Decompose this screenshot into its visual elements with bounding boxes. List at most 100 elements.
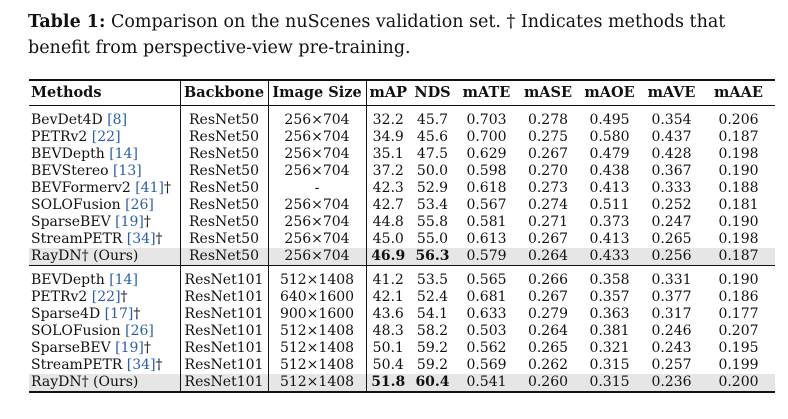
cell-image-size: 512×1408 — [267, 323, 367, 340]
cell-map: 32.2 — [372, 112, 404, 128]
cell-mate: 0.681 — [466, 289, 507, 305]
table-row: SparseBEV [19]† ResNet101 512×1408 50.1 59.2… — [29, 340, 775, 357]
citation-link[interactable]: [14] — [109, 146, 138, 162]
citation-link[interactable]: [26] — [125, 323, 154, 339]
caption-text: Comparison on the nuScenes validation se… — [28, 12, 726, 58]
header-map: mAP — [369, 84, 408, 101]
cell-mase: 0.265 — [527, 340, 569, 356]
cell-image-size: 256×704 — [267, 112, 367, 129]
cell-method: SparseBEV [19]† — [29, 340, 180, 357]
cell-mave: 0.243 — [651, 340, 692, 356]
method-name: StreamPETR — [31, 231, 127, 247]
dagger-mark: † — [155, 357, 163, 373]
cell-image-size: 256×704 — [267, 146, 367, 163]
citation-link[interactable]: [22] — [91, 289, 121, 305]
citation-link[interactable]: [13] — [112, 163, 142, 179]
cell-mave: 0.333 — [651, 180, 692, 196]
cell-maoe: 0.580 — [589, 129, 630, 145]
cell-method: BEVFormerv2 [41]† — [29, 180, 180, 197]
cell-mave: 0.354 — [651, 112, 692, 128]
caption-label: Table 1: — [28, 12, 106, 32]
cell-mate: 0.569 — [466, 357, 507, 373]
cell-mate: 0.629 — [466, 146, 507, 162]
citation-link[interactable]: [34] — [126, 357, 156, 373]
method-name: SparseBEV — [31, 214, 116, 230]
cell-maoe: 0.495 — [589, 112, 630, 128]
cell-map: 34.9 — [372, 129, 404, 145]
cell-nds: 55.8 — [416, 214, 449, 230]
table-row: BEVDepth [14] ResNet101 512×1408 41.2 53.5 0.… — [29, 272, 775, 289]
dagger-mark: † — [143, 214, 151, 230]
cell-maoe: 0.438 — [589, 163, 630, 179]
table-row: StreamPETR [34]† ResNet101 512×1408 50.4 59.… — [29, 357, 775, 374]
citation-link[interactable]: [26] — [125, 197, 154, 213]
cell-backbone: ResNet50 — [179, 197, 268, 214]
cell-mave: 0.257 — [651, 357, 692, 373]
citation-link[interactable]: [34] — [126, 231, 156, 247]
citation-link[interactable]: [14] — [109, 272, 138, 288]
group-spacer — [29, 105, 775, 112]
cell-map: 44.8 — [372, 214, 404, 230]
header-methods: Methods — [31, 84, 102, 101]
cell-maae: 0.190 — [718, 272, 759, 288]
cell-image-size: 256×704 — [267, 214, 367, 231]
cell-method: BEVDepth [14] — [29, 146, 180, 163]
cell-maae: 0.198 — [718, 231, 759, 247]
cell-backbone: ResNet50 — [179, 163, 268, 180]
citation-link[interactable]: [19] — [115, 214, 144, 230]
cell-maae: 0.187 — [702, 248, 775, 266]
cell-backbone: ResNet50 — [179, 231, 268, 248]
cell-nds: 53.4 — [416, 197, 449, 213]
citation-link[interactable]: [19] — [115, 340, 144, 356]
cell-maoe: 0.373 — [589, 214, 630, 230]
cell-map: 41.2 — [372, 272, 404, 288]
cell-mase: 0.273 — [527, 180, 569, 196]
citation-link[interactable]: [17] — [104, 306, 134, 322]
cell-backbone: ResNet101 — [179, 272, 268, 289]
method-name: Sparse4D — [31, 306, 105, 322]
table-body: BevDet4D [8] ResNet50 256×704 32.2 45.7 0.703… — [29, 105, 775, 392]
cell-mase: 0.278 — [527, 112, 569, 128]
cell-method: SOLOFusion [26] — [29, 197, 180, 214]
citation-link[interactable]: [8] — [107, 112, 128, 128]
cell-mate: 0.565 — [466, 272, 507, 288]
method-name: BEVStereo — [31, 163, 113, 179]
cell-nds: 58.2 — [416, 323, 449, 339]
cell-maae: 0.207 — [718, 323, 759, 339]
method-name: StreamPETR — [31, 357, 127, 373]
cell-nds: 59.2 — [416, 357, 449, 373]
cell-method: SparseBEV [19]† — [29, 214, 180, 231]
cell-image-size: 900×1600 — [267, 306, 367, 323]
cell-mate: 0.700 — [466, 129, 507, 145]
cell-mave: 0.377 — [651, 289, 692, 305]
cell-mave: 0.317 — [651, 306, 692, 322]
cell-backbone: ResNet50 — [179, 214, 268, 231]
cell-image-size: 256×704 — [267, 129, 367, 146]
cell-mave: 0.252 — [651, 197, 692, 213]
cell-backbone: ResNet101 — [179, 357, 268, 374]
cell-backbone: ResNet101 — [179, 323, 268, 340]
cell-maae: 0.186 — [718, 289, 759, 305]
cell-maae: 0.181 — [718, 197, 759, 213]
header-mate: mATE — [462, 84, 511, 101]
cell-nds: 50.0 — [416, 163, 449, 179]
cell-map: 42.7 — [372, 197, 404, 213]
dagger-mark: † — [163, 180, 171, 196]
cell-map: 50.1 — [372, 340, 404, 356]
cell-nds: 53.5 — [416, 272, 449, 288]
cell-method: StreamPETR [34]† — [29, 357, 180, 374]
cell-mave: 0.367 — [651, 163, 692, 179]
method-name: BEVDepth — [31, 272, 110, 288]
citation-link[interactable]: [41] — [135, 180, 164, 196]
cell-backbone: ResNet101 — [179, 289, 268, 306]
cell-mate: 0.598 — [466, 163, 507, 179]
cell-backbone: ResNet101 — [179, 340, 268, 357]
citation-link[interactable]: [22] — [91, 129, 121, 145]
cell-mave: 0.428 — [651, 146, 692, 162]
cell-method: BEVDepth [14] — [29, 272, 180, 289]
cell-method: Sparse4D [17]† — [29, 306, 180, 323]
cell-mase: 0.279 — [527, 306, 569, 322]
cell-method: RayDN† (Ours) — [29, 374, 180, 392]
cell-image-size: 512×1408 — [267, 357, 367, 374]
method-name: BEVFormerv2 — [31, 180, 136, 196]
